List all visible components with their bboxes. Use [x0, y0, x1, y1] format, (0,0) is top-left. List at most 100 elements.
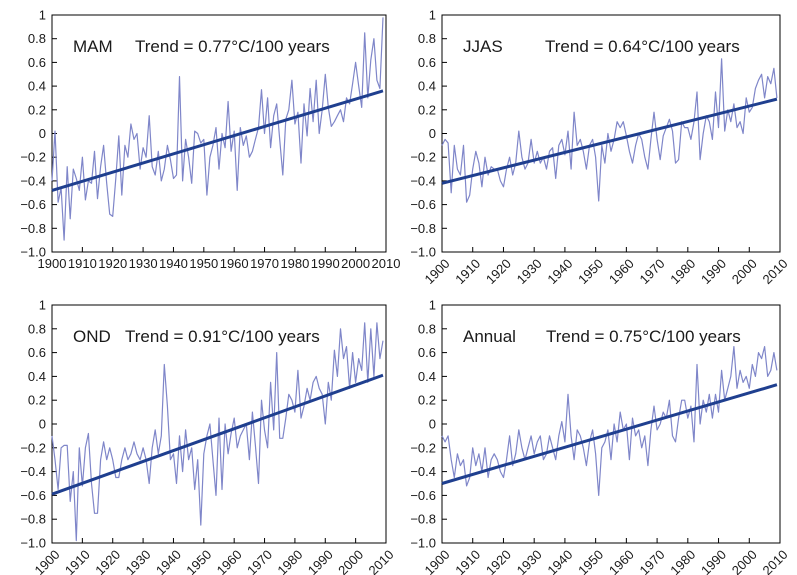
temperature-anomaly-line	[441, 58, 778, 203]
x-tick-label: 1970	[637, 547, 668, 575]
x-tick-label: 1930	[514, 256, 545, 287]
x-tick-label: 1910	[452, 547, 483, 575]
y-tick-label: −0.8	[410, 512, 436, 527]
x-tick-label: 1920	[98, 256, 127, 271]
x-tick-label: 1920	[92, 547, 123, 575]
x-tick-label: 2000	[335, 547, 366, 575]
y-tick-label: 1	[39, 298, 46, 313]
x-tick-label: 1920	[483, 547, 514, 575]
x-tick-label: 1950	[183, 547, 214, 575]
panel-label: JJAS	[463, 37, 503, 56]
x-tick-label: 1910	[452, 256, 483, 287]
x-tick-label: 2000	[729, 547, 760, 575]
x-tick-label: 1980	[667, 256, 698, 287]
y-tick-label: 0.8	[418, 321, 436, 336]
trend-line	[51, 89, 384, 192]
x-tick-label: 1990	[698, 547, 729, 575]
y-tick-label: −0.2	[20, 440, 46, 455]
x-tick-label: 2000	[729, 256, 760, 287]
x-tick-label: 1940	[544, 256, 575, 287]
y-tick-label: −0.2	[410, 440, 436, 455]
x-tick-label: 1990	[305, 547, 336, 575]
y-tick-label: 0.4	[28, 79, 46, 94]
temperature-anomaly-line	[441, 346, 778, 496]
y-tick-label: −1.0	[20, 536, 46, 551]
x-tick-label: 1940	[153, 547, 184, 575]
y-tick-label: 0.6	[418, 55, 436, 70]
y-tick-label: 0.6	[28, 55, 46, 70]
x-tick-label: 2010	[759, 256, 790, 287]
x-tick-label: 1900	[421, 256, 452, 287]
y-tick-label: 1	[39, 8, 46, 23]
x-tick-label: 2010	[372, 256, 401, 271]
x-tick-label: 1900	[38, 256, 67, 271]
trend-annotation: Trend = 0.64°C/100 years	[545, 37, 740, 56]
trend-annotation: Trend = 0.75°C/100 years	[546, 327, 741, 346]
x-tick-label: 2000	[341, 256, 370, 271]
y-tick-label: 0.4	[418, 79, 436, 94]
y-tick-label: 0	[429, 126, 436, 141]
y-tick-label: 0.2	[418, 393, 436, 408]
x-tick-label: 1930	[123, 547, 154, 575]
y-tick-label: −1.0	[410, 536, 436, 551]
y-tick-label: −0.4	[410, 173, 436, 188]
y-tick-label: 1	[429, 8, 436, 23]
temperature-anomaly-line	[51, 322, 384, 542]
y-tick-label: −0.8	[410, 221, 436, 236]
x-tick-label: 1970	[637, 256, 668, 287]
y-tick-label: 0.8	[418, 31, 436, 46]
y-tick-label: 0.4	[418, 369, 436, 384]
trend-annotation: Trend = 0.77°C/100 years	[135, 37, 330, 56]
x-tick-label: 1950	[575, 256, 606, 287]
y-tick-label: −0.4	[20, 173, 46, 188]
x-tick-label: 1930	[514, 547, 545, 575]
y-tick-label: 0	[39, 417, 46, 432]
y-tick-label: −0.2	[410, 150, 436, 165]
y-tick-label: 1	[429, 298, 436, 313]
x-tick-label: 2010	[365, 547, 396, 575]
x-tick-label: 1940	[159, 256, 188, 271]
trend-line	[441, 97, 778, 185]
y-tick-label: −1.0	[20, 245, 46, 260]
x-tick-label: 1960	[214, 547, 245, 575]
x-tick-label: 1970	[244, 547, 275, 575]
x-tick-label: 1990	[698, 256, 729, 287]
y-tick-label: −0.6	[410, 197, 436, 212]
y-tick-label: −0.8	[20, 221, 46, 236]
x-tick-label: 1960	[606, 256, 637, 287]
panel-label: MAM	[73, 37, 113, 56]
y-tick-label: 0	[39, 126, 46, 141]
x-tick-label: 1960	[220, 256, 249, 271]
y-tick-label: −0.4	[20, 464, 46, 479]
y-tick-label: −0.6	[20, 488, 46, 503]
panel-label: OND	[73, 327, 111, 346]
x-tick-label: 1900	[421, 547, 452, 575]
y-tick-label: 0.2	[28, 102, 46, 117]
x-tick-label: 1910	[62, 547, 93, 575]
x-tick-label: 1900	[31, 547, 62, 575]
x-tick-label: 1930	[129, 256, 158, 271]
y-tick-label: 0.8	[28, 321, 46, 336]
x-tick-label: 1990	[311, 256, 340, 271]
x-tick-label: 1910	[68, 256, 97, 271]
temperature-anomaly-line	[51, 17, 384, 241]
x-tick-label: 2010	[759, 547, 790, 575]
y-tick-label: 0.6	[418, 345, 436, 360]
y-tick-label: 0.2	[418, 102, 436, 117]
x-tick-label: 1920	[483, 256, 514, 287]
trend-line	[441, 383, 778, 485]
x-tick-label: 1940	[544, 547, 575, 575]
trend-annotation: Trend = 0.91°C/100 years	[125, 327, 320, 346]
y-tick-label: −0.2	[20, 150, 46, 165]
y-tick-label: −0.6	[20, 197, 46, 212]
trend-line	[51, 373, 384, 496]
y-tick-label: 0.4	[28, 369, 46, 384]
x-tick-label: 1980	[274, 547, 305, 575]
x-tick-label: 1950	[189, 256, 218, 271]
y-tick-label: −1.0	[410, 245, 436, 260]
x-tick-label: 1980	[280, 256, 309, 271]
